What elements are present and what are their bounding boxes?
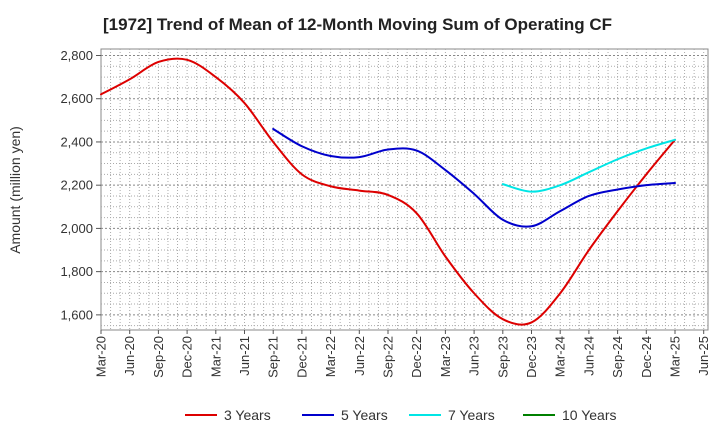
y-tick-label: 2,000 (60, 221, 93, 236)
series-line-5-years (272, 127, 676, 228)
x-tick-label: Dec-24 (639, 336, 654, 378)
legend-label-5-years: 5 Years (341, 407, 388, 423)
x-tick-label: Mar-23 (438, 336, 453, 377)
y-tick-label: 1,800 (60, 264, 93, 279)
y-tick-label: 1,600 (60, 307, 93, 322)
y-tick-label: 2,400 (60, 134, 93, 149)
legend-label-10-years: 10 Years (562, 407, 617, 423)
x-tick-label: Sep-20 (151, 336, 166, 378)
x-tick-label: Mar-25 (668, 336, 683, 377)
x-tick-label: Sep-23 (495, 336, 510, 378)
x-tick-label: Sep-21 (266, 336, 281, 378)
x-tick-label: Dec-23 (524, 336, 539, 378)
series-lines (100, 57, 676, 326)
x-tick-label: Mar-22 (323, 336, 338, 377)
x-tick-label: Dec-20 (180, 336, 195, 378)
x-tick-label: Dec-22 (409, 336, 424, 378)
x-tick-label: Mar-21 (208, 336, 223, 377)
gridlines (101, 49, 708, 330)
y-axis-label: Amount (million yen) (7, 126, 23, 254)
x-tick-label: Jun-20 (122, 336, 137, 376)
legend-label-7-years: 7 Years (448, 407, 495, 423)
legend: 3 Years 5 Years 7 Years 10 Years (185, 407, 617, 423)
y-axis: 1,600 1,800 2,000 2,200 2,400 2,600 2,800 (60, 48, 101, 322)
y-tick-label: 2,800 (60, 48, 93, 63)
x-tick-label: Jun-24 (581, 336, 596, 376)
series-line-3-years (100, 57, 676, 326)
plot-area (100, 48, 709, 331)
y-tick-label: 2,600 (60, 91, 93, 106)
y-tick-label: 2,200 (60, 178, 93, 193)
x-tick-label: Jun-23 (467, 336, 482, 376)
series-line-7-years (501, 138, 676, 193)
chart-title: [1972] Trend of Mean of 12-Month Moving … (103, 15, 612, 34)
x-tick-label: Dec-21 (294, 336, 309, 378)
x-tick-label: Jun-25 (696, 336, 711, 376)
x-tick-label: Mar-24 (553, 336, 568, 377)
x-tick-label: Sep-22 (381, 336, 396, 378)
legend-label-3-years: 3 Years (224, 407, 271, 423)
x-tick-label: Jun-21 (237, 336, 252, 376)
x-tick-label: Sep-24 (610, 336, 625, 378)
x-axis: Mar-20 Jun-20 Sep-20 Dec-20 Mar-21 Jun-21 Sep-… (94, 330, 711, 378)
x-tick-label: Mar-20 (94, 336, 109, 377)
x-tick-label: Jun-22 (352, 336, 367, 376)
